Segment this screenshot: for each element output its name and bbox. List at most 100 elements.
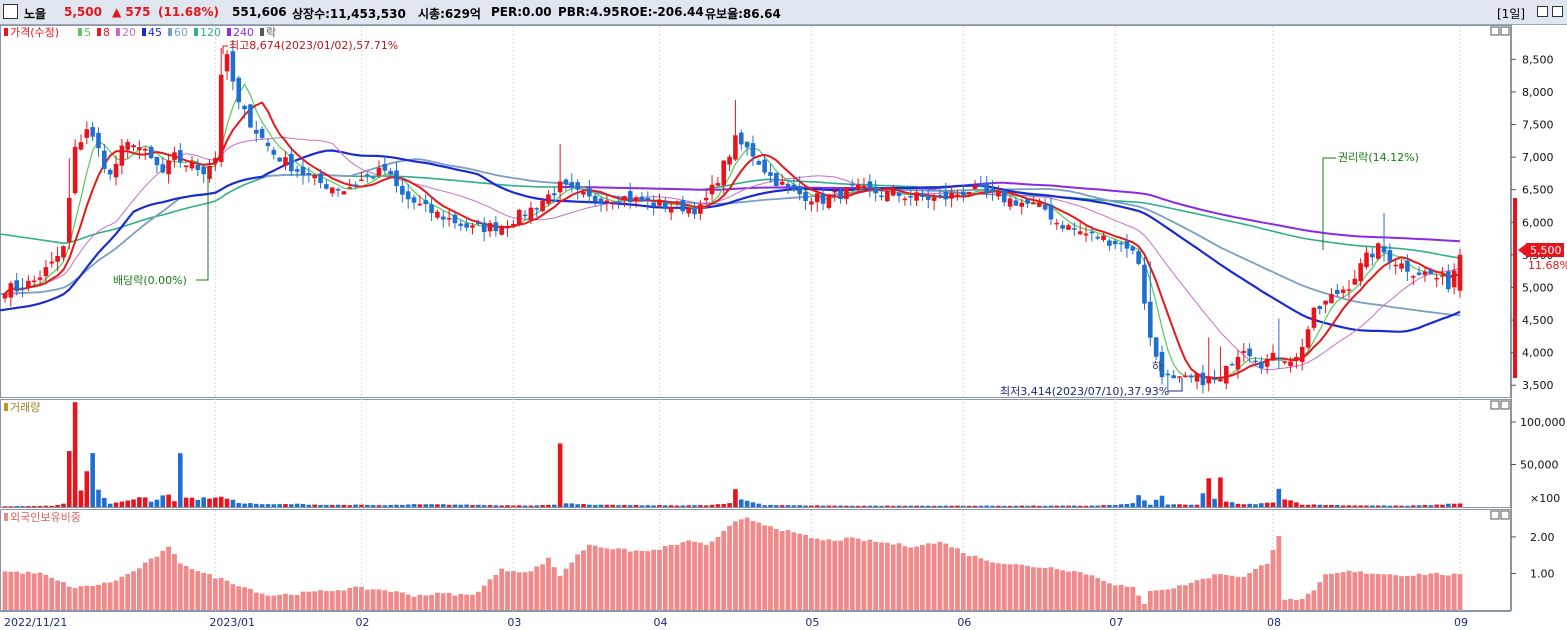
volume-bar: [452, 504, 458, 507]
candle-body: [429, 204, 434, 213]
volume-bar: [505, 505, 510, 507]
header-checkbox-icon[interactable]: [3, 4, 18, 19]
candle-body: [113, 163, 119, 178]
foreign-bar: [1410, 575, 1416, 610]
foreign-bar: [370, 589, 376, 610]
foreign-bar: [680, 542, 686, 610]
volume-bar: [867, 505, 873, 507]
maximize-icon[interactable]: [1537, 6, 1548, 17]
candle-body: [2, 293, 8, 299]
candle-body: [1276, 357, 1282, 360]
volume-bar: [183, 497, 189, 507]
candle-body: [248, 104, 253, 128]
volume-bar: [300, 504, 306, 507]
volume-bar: [849, 505, 855, 507]
foreign-bar: [1001, 563, 1007, 610]
stock-chart[interactable]: 2022/11/21 2023/01 02 03 04 05 06 07 08 09 3,500 4…: [0, 24, 1567, 630]
candle-body: [1107, 240, 1112, 246]
volume-bar: [61, 503, 66, 507]
foreign-bar: [236, 586, 242, 610]
volume-bar: [318, 505, 323, 507]
rights-annotation-label: 권리락(14.12%): [1338, 151, 1419, 164]
volume-bar: [575, 504, 580, 507]
volume-bar: [1329, 504, 1334, 507]
candle-body: [849, 183, 855, 186]
foreign-bar: [814, 538, 820, 610]
candle-body: [668, 206, 674, 213]
candle-body: [142, 148, 148, 151]
volume-bar: [1446, 503, 1451, 507]
candle-body: [1083, 233, 1089, 236]
candle-body: [405, 191, 411, 200]
volume-panel-close-icon[interactable]: [1500, 400, 1510, 410]
volume-bar: [639, 505, 645, 507]
foreign-bar: [364, 589, 370, 610]
foreign-bar: [1182, 585, 1188, 610]
volume-bar: [476, 504, 481, 507]
foreign-bar: [756, 522, 762, 610]
candle-body: [1183, 375, 1188, 378]
foreign-bar: [61, 582, 66, 610]
volume-bar: [1025, 505, 1030, 507]
volume-bar: [738, 499, 744, 507]
ma-legend-label: 120: [200, 26, 221, 39]
foreign-panel-close-icon[interactable]: [1500, 510, 1510, 520]
volume-bar: [832, 505, 838, 507]
foreign-bar: [265, 595, 271, 610]
quote-header: 노을 5,500 ▲ 575 (11.68%) 551,606 상장수:11,4…: [0, 0, 1567, 25]
period-selector[interactable]: [1일]: [1497, 7, 1526, 21]
volume-bar: [1288, 500, 1293, 507]
volume-bar: [84, 471, 90, 507]
foreign-panel-toggle-icon[interactable]: [1490, 510, 1500, 520]
foreign-bar: [25, 571, 31, 610]
foreign-bar: [627, 551, 633, 610]
foreign-legend-marker: [4, 513, 8, 521]
foreign-bar: [1130, 586, 1136, 610]
volume-bar: [142, 497, 148, 507]
foreign-bar: [808, 538, 814, 610]
price-panel-close-icon[interactable]: [1500, 26, 1510, 36]
volume-panel-toggle-icon[interactable]: [1490, 400, 1500, 410]
foreign-bar: [14, 571, 20, 610]
price-legend-label: 가격(수정): [10, 26, 59, 39]
candle-body: [1247, 348, 1252, 357]
volume-bar: [522, 505, 528, 507]
foreign-bar: [1071, 571, 1077, 610]
volume-bar: [335, 504, 341, 507]
foreign-bar: [300, 591, 306, 610]
volume-bar: [686, 505, 691, 507]
volume-tick-label: 50,000: [1520, 459, 1559, 472]
candle-body: [861, 185, 867, 189]
volume-bar: [1007, 505, 1013, 507]
foreign-bar: [1329, 573, 1334, 610]
candle-body: [1171, 375, 1176, 379]
volume-bar: [242, 503, 247, 507]
ma-legend-label: 5: [84, 26, 91, 39]
candle-body: [107, 169, 113, 175]
price-tick-label: 5,000: [1522, 281, 1554, 294]
volume-bar: [1451, 503, 1457, 507]
volume-bar: [546, 504, 551, 507]
foreign-bar: [189, 569, 195, 610]
candle-body: [633, 197, 639, 202]
volume-bar: [189, 497, 195, 507]
candle-body: [1440, 275, 1445, 277]
foreign-bar: [84, 585, 90, 610]
foreign-bar: [1025, 565, 1030, 610]
volume-bar: [645, 505, 651, 507]
candle-body: [844, 187, 849, 199]
volume-bar: [1107, 504, 1112, 507]
candle-body: [66, 197, 72, 243]
volume-unit-label: ×100: [1530, 492, 1560, 505]
price-panel-toggle-icon[interactable]: [1490, 26, 1500, 36]
volume-bar: [102, 497, 107, 507]
volume-bar: [201, 497, 206, 507]
foreign-bar: [1118, 584, 1124, 610]
close-icon[interactable]: [1552, 6, 1563, 17]
ma-legend-label: 락: [266, 26, 276, 39]
volume-bar: [405, 504, 411, 507]
volume-bar: [569, 503, 575, 507]
volume-bar: [487, 505, 493, 507]
volume-bar: [312, 504, 317, 507]
candle-body: [557, 181, 563, 193]
